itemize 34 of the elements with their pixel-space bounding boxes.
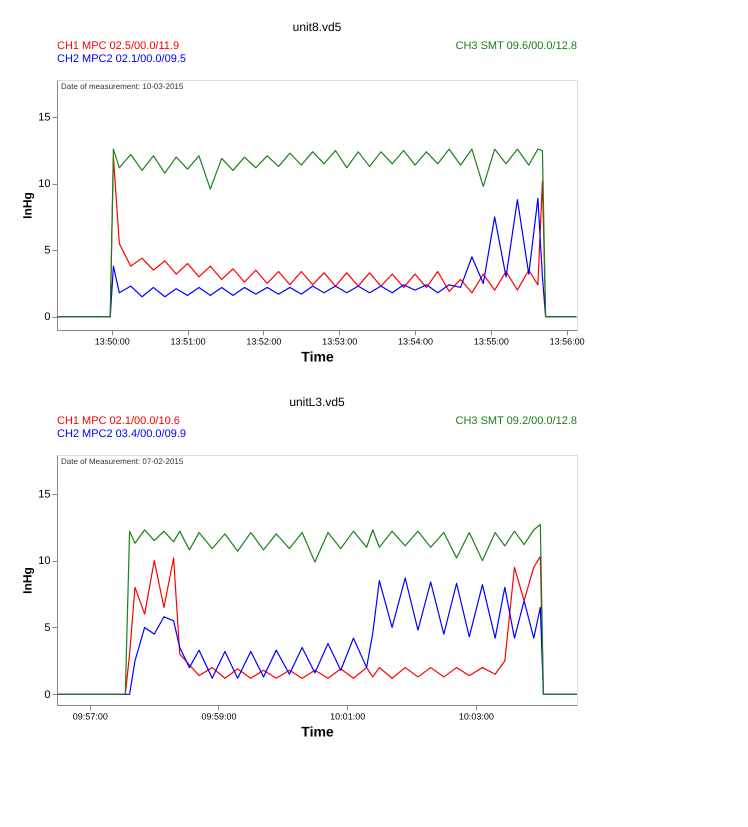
x-tick-label: 13:55:00	[474, 336, 509, 346]
y-axis-title: InHg	[20, 192, 34, 219]
x-tick-label: 13:56:00	[550, 336, 585, 346]
y-tick-label: 10	[38, 178, 50, 190]
chart-title: unitL3.vd5	[289, 395, 346, 409]
x-tick-label: 09:57:00	[72, 712, 108, 722]
y-tick-label: 0	[44, 688, 50, 701]
text: CH3 SMT 09.6/00.0/12.8	[456, 40, 577, 52]
text: CH2 MPC2 02.1/00.0/09.5	[57, 53, 186, 65]
y-tick-label: 0	[44, 311, 50, 324]
line-series	[57, 524, 577, 695]
y-tick-label: 10	[38, 555, 50, 568]
annotation: Date of Measurement: 07-02-2015	[61, 457, 184, 466]
x-tick-label: 10:01:00	[330, 712, 366, 722]
text: CH1 MPC 02.1/00.0/10.6	[57, 415, 180, 427]
y-axis-title: InHg	[20, 567, 34, 594]
x-tick-label: 13:52:00	[246, 336, 282, 346]
x-tick-label: 13:54:00	[398, 336, 434, 346]
chart-title: unit8.vd5	[292, 20, 342, 34]
x-tick-label: 09:59:00	[201, 712, 237, 722]
annotation: Date of measurement: 10-03-2015	[61, 82, 184, 91]
text: CH3 SMT 09.2/00.0/12.8	[456, 415, 577, 427]
x-tick-label: 13:53:00	[322, 336, 358, 346]
x-tick-label: 13:50:00	[94, 336, 130, 346]
x-tick-label: 13:51:00	[170, 336, 206, 346]
x-axis-title: Time	[301, 724, 334, 740]
y-tick-label: 5	[44, 244, 50, 257]
x-axis-title: Time	[301, 348, 334, 364]
text: CH2 MPC2 03.4/00.0/09.9	[57, 428, 186, 440]
x-tick-label: 10:03:00	[458, 712, 494, 722]
y-tick-label: 5	[44, 622, 50, 634]
y-tick-label: 15	[38, 112, 50, 124]
y-tick-label: 15	[38, 488, 50, 500]
text: CH1 MPC 02.5/00.0/11.9	[57, 40, 180, 52]
